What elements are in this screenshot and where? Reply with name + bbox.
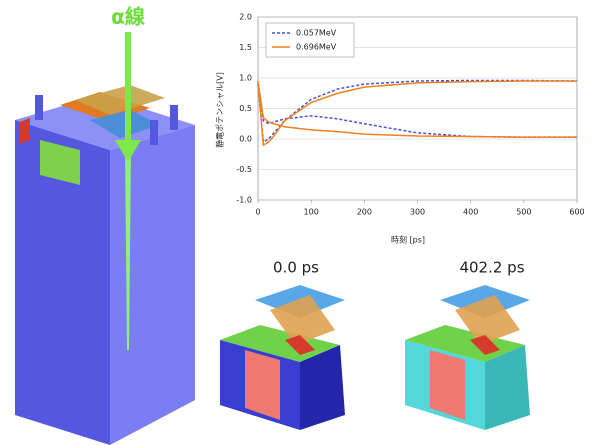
x-tick-label: 0 (255, 208, 260, 217)
x-tick-label: 600 (569, 208, 584, 217)
render-402ps (405, 285, 530, 430)
time-label: 402.2 ps (459, 259, 524, 277)
x-tick-label: 300 (410, 208, 425, 217)
y-tick-label: 1.0 (239, 74, 252, 83)
chart: 時刻 [ps] 静電ポテンシャル[V] -1.0 -0.5 0.0 0.5 1.0 1.5… (215, 13, 585, 245)
y-axis-label: 静電ポテンシャル[V] (215, 72, 225, 148)
alpha-arrow (115, 32, 141, 162)
render-0ps (220, 285, 345, 430)
series-line (257, 80, 577, 138)
series-line (257, 79, 578, 144)
x-tick-label: 100 (304, 208, 319, 217)
x-tick-label: 500 (516, 208, 531, 217)
x-tick-label: 400 (463, 208, 478, 217)
y-tick-label: -1.0 (236, 196, 252, 205)
y-tick-label: 1.5 (239, 43, 252, 52)
y-tick-label: 0.5 (239, 104, 252, 113)
y-tick-label: 0.0 (239, 135, 252, 144)
y-tick-label: 2.0 (239, 13, 252, 22)
legend-label: 0.696MeV (296, 43, 337, 52)
x-tick-label: 200 (357, 208, 372, 217)
legend-box (265, 22, 355, 58)
series-line (257, 80, 577, 147)
device-render (15, 85, 195, 445)
y-tick-label: -0.5 (236, 165, 252, 174)
legend-label: 0.057MeV (296, 29, 337, 38)
time-label: 0.0 ps (273, 259, 319, 277)
x-axis-label: 時刻 [ps] (391, 235, 425, 245)
alpha-label: α線 (111, 5, 145, 29)
